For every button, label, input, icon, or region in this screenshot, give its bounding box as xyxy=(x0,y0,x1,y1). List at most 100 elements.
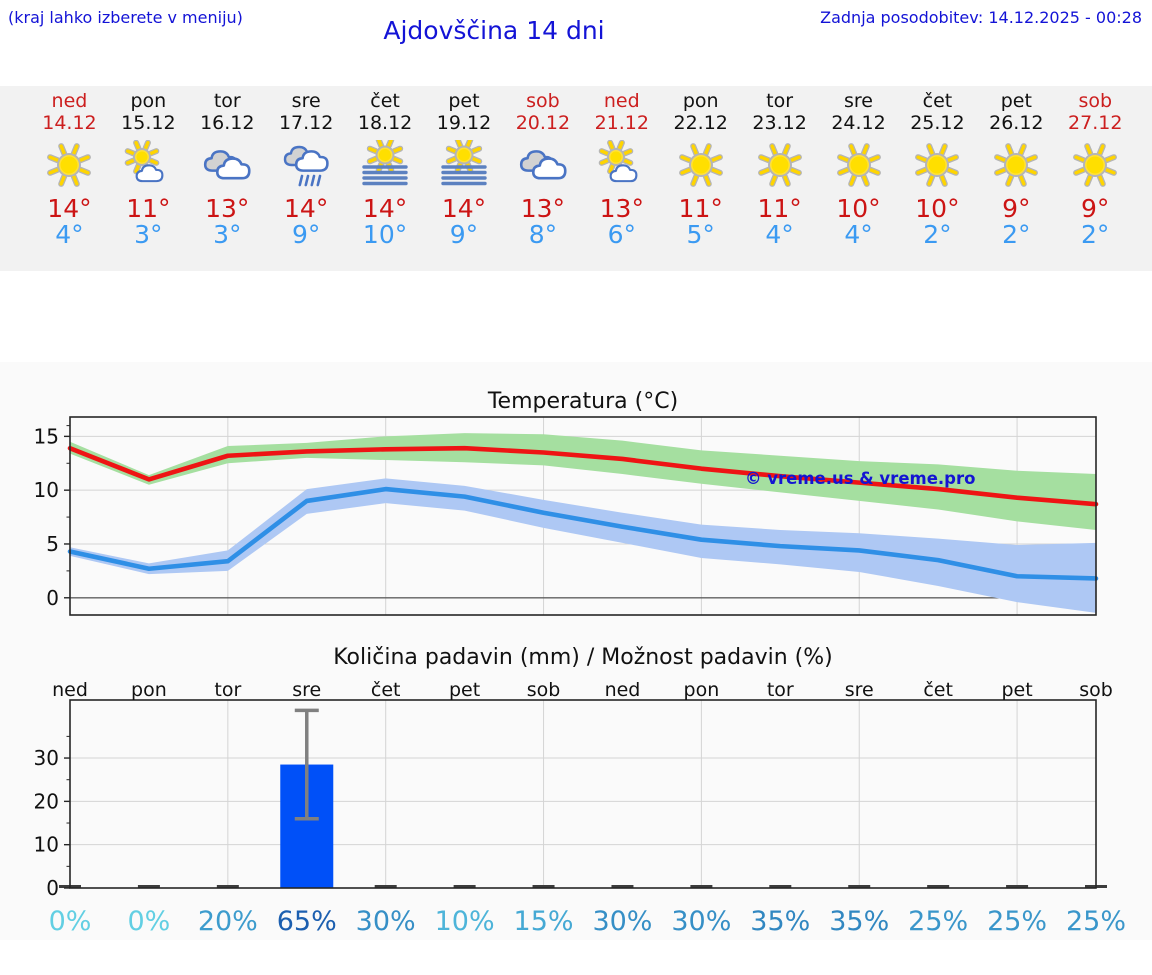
forecast-day-24.12[interactable]: sre 24.12 10° 4° xyxy=(819,86,898,271)
day-date: 23.12 xyxy=(752,112,807,134)
day-label: pon xyxy=(131,679,167,701)
sun-cloud-icon xyxy=(582,140,661,188)
high-temp: 10° xyxy=(915,194,960,223)
sun-icon xyxy=(30,140,109,188)
precip-zero-mark xyxy=(216,885,239,888)
day-name: ned xyxy=(51,90,88,112)
temp-max-range xyxy=(70,433,1096,530)
precip-zero-mark xyxy=(927,885,950,888)
day-date: 17.12 xyxy=(278,112,334,134)
day-name: pet xyxy=(1000,90,1032,112)
forecast-day-22.12[interactable]: pon 22.12 11° 5° xyxy=(661,86,740,271)
sun-fog-icon xyxy=(346,140,425,188)
day-label: tor xyxy=(767,679,794,701)
precip-probability: 20% xyxy=(198,906,258,937)
temp-min-line xyxy=(67,486,1099,581)
precip-zero-mark xyxy=(137,885,160,888)
high-temp: 11° xyxy=(757,194,802,223)
day-name: ned xyxy=(603,90,640,112)
day-label: čet xyxy=(371,679,401,701)
high-temp: 13° xyxy=(520,194,566,223)
day-date: 14.12 xyxy=(42,112,97,134)
temp-max-line xyxy=(67,445,1099,507)
day-name: čet xyxy=(922,90,953,112)
low-temp: 2° xyxy=(1081,220,1110,249)
clouds-icon xyxy=(188,140,267,188)
day-label: pet xyxy=(449,679,480,701)
day-date: 22.12 xyxy=(673,112,728,134)
day-label: sre xyxy=(845,679,874,701)
day-label: tor xyxy=(214,679,241,701)
day-label: sre xyxy=(292,679,321,701)
y-tick-label: 5 xyxy=(46,532,59,556)
forecast-day-23.12[interactable]: tor 23.12 11° 4° xyxy=(740,86,819,271)
forecast-day-20.12[interactable]: sob 20.12 13° 8° xyxy=(503,86,582,271)
y-tick-label: 10 xyxy=(34,833,59,857)
day-label: pet xyxy=(1001,679,1032,701)
forecast-day-17.12[interactable]: sre 17.12 14° 9° xyxy=(267,86,346,271)
forecast-day-27.12[interactable]: sob 27.12 9° 2° xyxy=(1056,86,1135,271)
forecast-day-25.12[interactable]: čet 25.12 10° 2° xyxy=(898,86,977,271)
sun-icon xyxy=(740,140,819,188)
sun-icon xyxy=(819,140,898,188)
y-tick-label: 20 xyxy=(34,789,59,813)
day-date: 15.12 xyxy=(121,112,176,134)
day-label: pon xyxy=(684,679,720,701)
forecast-day-19.12[interactable]: pet 19.12 14° 9° xyxy=(425,86,504,271)
precip-zero-mark xyxy=(848,885,871,888)
day-label: ned xyxy=(52,679,88,701)
last-update: Zadnja posodobitev: 14.12.2025 - 00:28 xyxy=(820,8,1142,27)
precip-probability: 0% xyxy=(49,906,92,937)
sun-icon xyxy=(1056,140,1135,188)
precip-zero-mark xyxy=(532,885,555,888)
sun-cloud-icon xyxy=(109,140,188,188)
day-date: 25.12 xyxy=(910,112,965,134)
day-name: sob xyxy=(526,90,560,112)
low-temp: 4° xyxy=(844,220,873,249)
precip-zero-mark xyxy=(769,885,792,888)
low-temp: 6° xyxy=(607,220,636,249)
low-temp: 3° xyxy=(213,220,242,249)
day-name: sre xyxy=(291,90,321,112)
day-date: 21.12 xyxy=(594,112,649,134)
high-temp: 10° xyxy=(836,194,881,223)
day-name: pon xyxy=(682,90,719,112)
temperature-chart-title: Temperatura (°C) xyxy=(487,389,678,414)
forecast-strip: ned 14.12 14° 4° pon 15.12 11° 3° tor 16.12 13° 3° s… xyxy=(0,86,1152,271)
y-tick-label: 30 xyxy=(34,746,59,770)
day-name: sob xyxy=(1078,90,1113,112)
forecast-day-18.12[interactable]: čet 18.12 14° 10° xyxy=(346,86,425,271)
watermark: © vreme.us & vreme.pro xyxy=(745,469,975,488)
day-name: pet xyxy=(448,90,480,112)
precip-probability: 35% xyxy=(750,906,810,937)
forecast-day-15.12[interactable]: pon 15.12 11° 3° xyxy=(109,86,188,271)
high-temp: 13° xyxy=(205,194,250,223)
low-temp: 3° xyxy=(134,220,163,249)
precip-probability: 25% xyxy=(987,906,1047,937)
clouds-icon xyxy=(503,140,582,188)
forecast-day-26.12[interactable]: pet 26.12 9° 2° xyxy=(977,86,1056,271)
precip-zero-mark xyxy=(453,885,476,888)
low-temp: 2° xyxy=(923,220,952,249)
precip-probability: 0% xyxy=(128,906,171,937)
precip-probability: 25% xyxy=(908,906,968,937)
day-date: 26.12 xyxy=(989,112,1044,134)
precip-probability: 30% xyxy=(356,906,416,937)
precip-probability: 30% xyxy=(592,906,652,937)
day-name: čet xyxy=(370,90,400,112)
low-temp: 9° xyxy=(449,220,479,249)
high-temp: 14° xyxy=(441,194,487,223)
precipitation-chart: 0 10 20 30 Količina padavin (mm) / Možnost p… xyxy=(34,645,1126,937)
high-temp: 14° xyxy=(362,194,408,223)
low-temp: 9° xyxy=(291,220,321,249)
forecast-day-21.12[interactable]: ned 21.12 13° 6° xyxy=(582,86,661,271)
forecast-day-16.12[interactable]: tor 16.12 13° 3° xyxy=(188,86,267,271)
charts-canvas: 0 5 10 15 Temperatura (°C) © vreme.us & vreme… xyxy=(34,389,1126,937)
day-label: čet xyxy=(923,679,953,701)
day-date: 18.12 xyxy=(357,112,413,134)
temperature-chart: 0 5 10 15 Temperatura (°C) © vreme.us & vreme… xyxy=(34,389,1099,616)
forecast-day-14.12[interactable]: ned 14.12 14° 4° xyxy=(30,86,109,271)
sun-icon xyxy=(661,140,740,188)
day-date: 20.12 xyxy=(515,112,571,134)
day-date: 24.12 xyxy=(831,112,886,134)
